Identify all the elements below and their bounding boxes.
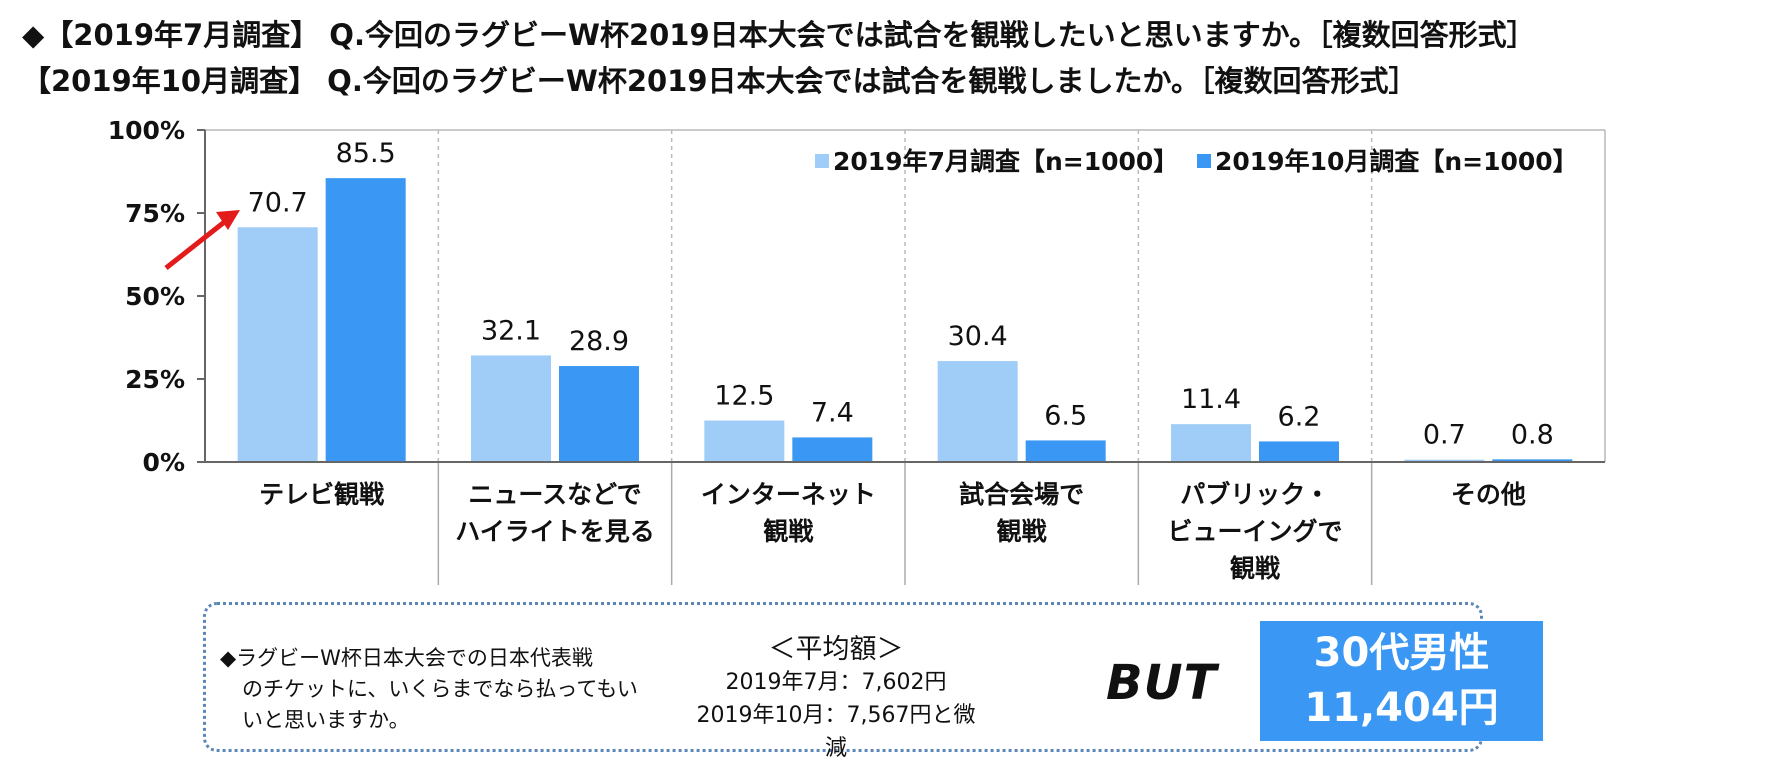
x-category-line: ビューイングで xyxy=(1167,517,1343,546)
data-label: 0.8 xyxy=(1511,419,1554,450)
bar-july xyxy=(471,355,551,462)
data-label: 28.9 xyxy=(569,326,629,357)
y-tick-label: 25% xyxy=(125,365,185,394)
average-july: 2019年7月：7,602円 xyxy=(725,670,947,695)
y-tick-label: 75% xyxy=(125,199,185,228)
legend-label: 2019年10月調査【n=1000】 xyxy=(1215,147,1578,176)
average-amount: ＜平均額＞ 2019年7月：7,602円 2019年10月：7,567円と微減 xyxy=(686,633,986,765)
average-october: 2019年10月：7,567円と微減 xyxy=(696,703,976,761)
bar-july xyxy=(1171,424,1251,462)
question-line: いと思いますか。 xyxy=(242,708,410,732)
x-category-label: インターネット 観戦 xyxy=(672,476,904,550)
but-label: BUT xyxy=(1106,655,1218,711)
bar-october xyxy=(1492,459,1573,462)
x-category-label: その他 xyxy=(1372,476,1604,513)
data-label: 30.4 xyxy=(948,321,1008,352)
x-category-label: 試合会場で 観戦 xyxy=(906,476,1138,550)
y-tick-label: 0% xyxy=(143,448,185,477)
bar-july xyxy=(1404,459,1485,462)
x-category-line: パブリック・ xyxy=(1180,480,1330,509)
question-line: のチケットに、いくらまでなら払ってもい xyxy=(242,677,638,701)
x-category-line: インターネット xyxy=(700,480,876,509)
y-tick-label: 100% xyxy=(108,116,185,145)
y-tick-label: 50% xyxy=(125,282,185,311)
x-category-line: ハイライトを見る xyxy=(455,517,655,546)
bar-july xyxy=(937,361,1018,462)
data-label: 12.5 xyxy=(714,381,774,412)
highlight-amount: 11,404円 xyxy=(1304,685,1499,731)
info-box: ◆ラグビーW杯日本大会での日本代表戦 のチケットに、いくらまでなら払ってもい い… xyxy=(203,602,1543,761)
x-category-line: 観戦 xyxy=(763,517,814,546)
x-category-label: パブリック・ ビューイングで 観戦 xyxy=(1139,476,1371,587)
data-label: 0.7 xyxy=(1423,420,1466,451)
x-category-line: その他 xyxy=(1450,480,1526,509)
bar-october xyxy=(559,366,639,462)
legend-label: 2019年7月調査【n=1000】 xyxy=(833,147,1178,176)
data-label: 7.4 xyxy=(811,397,854,428)
bar-chart: 0% 25% 50% 75% 100% 70.7 85.5 32.1 28.9 12.5 7.4 30… xyxy=(108,116,1606,585)
legend-swatch xyxy=(815,154,829,168)
legend-swatch xyxy=(1197,154,1211,168)
bar-july xyxy=(704,420,785,462)
data-label: 6.5 xyxy=(1044,400,1087,431)
x-category-line: 試合会場で xyxy=(959,480,1085,509)
annotation-arrow-shaft xyxy=(164,214,234,270)
x-category-line: 観戦 xyxy=(996,517,1047,546)
x-category-line: ニュースなどで xyxy=(468,480,642,509)
x-category-label: ニュースなどで ハイライトを見る xyxy=(439,476,671,550)
data-label: 11.4 xyxy=(1181,384,1241,415)
data-label: 6.2 xyxy=(1278,401,1321,432)
x-category-line: テレビ観戦 xyxy=(259,480,385,509)
highlight-segment: 30代男性 xyxy=(1313,630,1490,676)
annotation-arrow-head xyxy=(216,210,240,230)
ticket-question: ◆ラグビーW杯日本大会での日本代表戦 のチケットに、いくらまでなら払ってもい い… xyxy=(220,643,680,736)
question-line: ◆ラグビーW杯日本大会での日本代表戦 xyxy=(220,646,593,670)
chart-title-october: 【2019年10月調査】 Q.今回のラグビーW杯2019日本大会では試合を観戦し… xyxy=(22,64,1418,98)
bar-october xyxy=(1259,441,1339,462)
bar-october xyxy=(325,178,406,462)
data-label: 32.1 xyxy=(481,315,541,346)
data-label: 70.7 xyxy=(248,187,308,218)
x-category-line: 観戦 xyxy=(1229,554,1280,583)
bar-october xyxy=(1025,440,1106,462)
bar-july xyxy=(237,227,318,462)
x-category-label: テレビ観戦 xyxy=(206,476,438,513)
data-label: 85.5 xyxy=(336,138,396,169)
highlight-box: 30代男性 11,404円 xyxy=(1260,621,1543,741)
bar-october xyxy=(792,437,873,462)
chart-title-july: ◆【2019年7月調査】 Q.今回のラグビーW杯2019日本大会では試合を観戦し… xyxy=(22,18,1536,52)
average-heading: ＜平均額＞ xyxy=(768,634,904,665)
